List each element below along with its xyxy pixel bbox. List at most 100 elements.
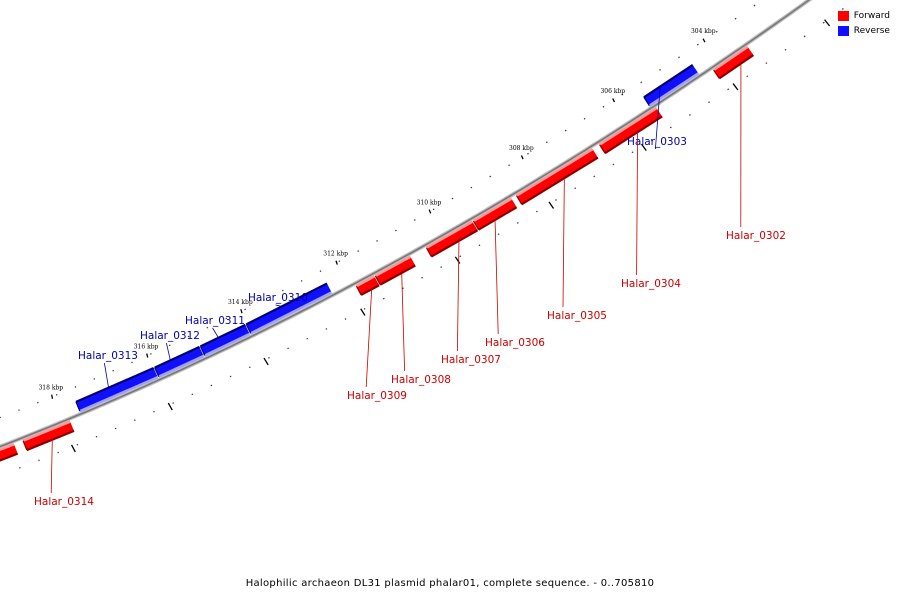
label-leader <box>655 85 661 150</box>
dot-inner <box>114 427 117 430</box>
label-leader <box>494 221 499 335</box>
legend-forward-label: Forward <box>853 10 890 21</box>
dot-outer <box>715 30 718 33</box>
legend-item-reverse: Reverse <box>837 23 890 38</box>
dot-inner <box>727 88 730 91</box>
dot-inner <box>650 139 653 141</box>
dot-outer <box>678 56 680 59</box>
gene-label[interactable]: Halar_0306 <box>485 337 545 349</box>
forward-gene[interactable] <box>22 420 75 452</box>
dot-outer <box>168 344 171 347</box>
dot-outer <box>187 335 190 338</box>
reverse-swatch <box>837 25 849 36</box>
dot-outer <box>413 219 416 221</box>
dot-inner <box>440 266 443 268</box>
gene-label[interactable]: Halar_0314 <box>34 496 94 508</box>
tick-label: 318 kbp <box>38 385 63 392</box>
minor-tick-dots <box>0 4 844 469</box>
dot-inner <box>287 347 289 350</box>
dot-inner <box>421 276 423 279</box>
dot-outer <box>489 175 492 178</box>
label-leader <box>166 342 171 360</box>
label-leader <box>636 133 638 276</box>
reverse-gene[interactable] <box>643 64 700 107</box>
gene-label[interactable]: Halar_0313 <box>78 350 138 362</box>
forward-swatch <box>837 10 849 21</box>
gene-label[interactable]: Halar_0307 <box>441 354 501 366</box>
label-leader <box>457 242 460 352</box>
dot-inner <box>363 308 366 310</box>
dot-outer <box>244 308 246 311</box>
dot-outer <box>659 68 662 71</box>
reverse-gene[interactable] <box>199 323 251 357</box>
dot-inner <box>555 199 557 201</box>
dot-outer <box>602 105 605 108</box>
gene-label[interactable]: Halar_0309 <box>347 390 407 402</box>
dot-inner <box>153 410 155 413</box>
gene-label[interactable]: Halar_0308 <box>391 374 451 386</box>
dot-outer <box>470 186 473 189</box>
forward-gene[interactable] <box>374 255 416 286</box>
dot-inner <box>574 187 577 190</box>
reverse-gene[interactable] <box>75 367 159 413</box>
sequence-title: Halophilic archaeon DL31 plasmid phalar0… <box>245 578 655 589</box>
dot-inner <box>631 151 634 154</box>
label-leader <box>562 179 565 308</box>
tick-316-kbp: 316 kbp <box>134 344 173 411</box>
dot-outer <box>112 369 115 372</box>
dot-outer <box>376 240 378 242</box>
dot-inner <box>803 35 806 38</box>
dot-inner <box>669 126 672 129</box>
dot-inner <box>459 255 462 258</box>
gene-label[interactable]: Halar_0302 <box>726 230 786 242</box>
tick-label: 306 kbp <box>600 88 625 95</box>
dot-outer <box>150 353 152 355</box>
forward-gene[interactable] <box>598 107 663 155</box>
dot-outer <box>545 141 548 144</box>
dot-outer <box>357 250 360 252</box>
sequence-backbone <box>0 0 813 449</box>
label-leader <box>401 274 405 372</box>
dot-outer <box>696 43 699 46</box>
tick-314-kbp: 314 kbp <box>228 299 269 366</box>
forward-gene[interactable] <box>355 275 380 296</box>
tick-label: 314 kbp <box>228 299 253 306</box>
dot-inner <box>133 419 136 421</box>
tick-318-kbp: 318 kbp <box>38 385 76 453</box>
dot-outer <box>583 117 586 120</box>
dot-inner <box>688 114 691 116</box>
dot-inner <box>344 318 347 320</box>
label-leader <box>104 362 109 388</box>
major-ticks: 302 kbp 304 kbp 306 kbp 308 kbp 310 kbp 312 k… <box>38 19 831 453</box>
reverse-gene[interactable] <box>245 282 333 335</box>
forward-gene[interactable] <box>472 197 518 231</box>
gene-label[interactable]: Halar_0303 <box>627 136 687 148</box>
dot-outer <box>319 270 322 272</box>
dot-inner <box>306 337 309 340</box>
gene-features <box>0 45 755 462</box>
dot-inner <box>746 75 749 78</box>
forward-gene[interactable] <box>0 443 19 462</box>
gene-label[interactable]: Halar_0305 <box>547 310 607 322</box>
dot-inner <box>382 297 385 300</box>
legend-reverse-label: Reverse <box>853 25 890 36</box>
forward-gene[interactable] <box>425 220 479 258</box>
dot-outer <box>93 378 96 380</box>
tick-308-kbp: 308 kbp <box>509 145 555 209</box>
tick-302-kbp: 302 kbp <box>824 19 831 27</box>
gene-label[interactable]: Halar_0310 <box>248 292 308 304</box>
gene-label[interactable]: Halar_0311 <box>185 315 245 327</box>
dot-outer <box>508 164 511 167</box>
dot-outer <box>451 197 454 200</box>
dot-inner <box>516 222 519 224</box>
dot-outer <box>74 386 77 388</box>
forward-gene[interactable] <box>515 148 599 206</box>
dot-inner <box>535 210 538 213</box>
dot-outer <box>225 317 228 320</box>
dot-inner <box>210 384 213 387</box>
gene-label[interactable]: Halar_0304 <box>621 278 681 290</box>
reverse-gene[interactable] <box>154 345 205 378</box>
forward-gene[interactable] <box>712 45 755 80</box>
gene-label[interactable]: Halar_0312 <box>140 330 200 342</box>
